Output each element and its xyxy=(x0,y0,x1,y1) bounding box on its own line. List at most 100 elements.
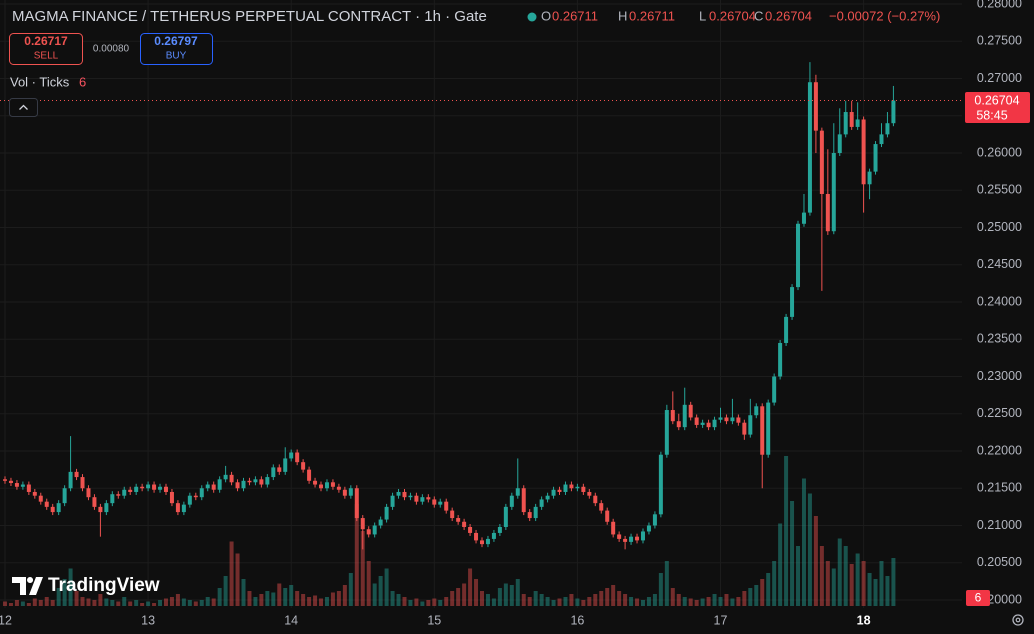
volume-bar xyxy=(360,531,365,606)
candle-body xyxy=(169,491,174,504)
volume-bar xyxy=(420,601,425,606)
x-tick-label: 17 xyxy=(714,613,728,627)
volume-bar xyxy=(384,568,389,606)
volume-bar xyxy=(515,579,520,606)
volume-bar xyxy=(372,583,377,606)
volume-bar xyxy=(265,591,270,606)
sell-label[interactable]: SELL xyxy=(34,51,59,62)
collapse-box[interactable] xyxy=(9,98,38,117)
candle-body xyxy=(44,501,49,507)
volume-bar xyxy=(790,501,795,606)
settings-icon-center[interactable] xyxy=(1015,617,1021,623)
volume-bar xyxy=(277,583,282,606)
volume-bar xyxy=(414,598,419,606)
candle-body xyxy=(819,130,824,194)
candle-body xyxy=(38,495,43,502)
candle-body xyxy=(599,503,604,511)
candle-body xyxy=(396,491,401,496)
volume-bar xyxy=(688,598,693,606)
buy-price[interactable]: 0.26797 xyxy=(154,34,198,48)
candle-body xyxy=(450,510,455,519)
settings-icon[interactable] xyxy=(1012,614,1024,626)
candle-body xyxy=(468,526,473,533)
sell-price[interactable]: 0.26717 xyxy=(24,34,68,48)
candle-body xyxy=(456,518,461,522)
candle-body xyxy=(462,521,467,527)
volume-bar xyxy=(605,588,610,606)
candle-body xyxy=(80,477,85,489)
volume-bar xyxy=(569,594,574,606)
settings-button[interactable] xyxy=(1012,614,1024,626)
candle-body xyxy=(533,506,538,519)
volume-bar xyxy=(557,598,562,606)
volume-bar xyxy=(837,538,842,606)
candle-body xyxy=(837,134,842,153)
candle-body xyxy=(778,342,783,377)
volume-bar xyxy=(301,594,306,606)
chevron-icon[interactable] xyxy=(19,104,28,110)
sell-button[interactable]: 0.26717 SELL xyxy=(9,33,83,65)
x-tick-label: 14 xyxy=(284,613,298,627)
candle-body xyxy=(283,458,288,472)
volume-bar xyxy=(319,598,324,606)
candle-body xyxy=(676,421,681,428)
candle-body xyxy=(617,534,622,539)
volume-bar xyxy=(122,597,127,606)
volume-bar xyxy=(259,594,264,606)
volume-bar xyxy=(485,594,490,606)
candle-body xyxy=(688,404,693,418)
candle-body xyxy=(635,536,640,541)
grid xyxy=(0,0,962,608)
y-tick-label: 0.25000 xyxy=(977,220,1022,234)
y-tick-label: 0.22500 xyxy=(977,406,1022,420)
candle-body xyxy=(623,538,628,542)
candle-body xyxy=(229,474,234,483)
candle-body xyxy=(205,484,210,489)
volume-bar xyxy=(50,600,55,606)
volume-bar xyxy=(175,594,180,606)
indicator-name: Vol · Ticks xyxy=(10,74,70,89)
collapse-button[interactable] xyxy=(9,98,38,117)
candle-body xyxy=(724,417,729,422)
volume-bars xyxy=(3,456,896,606)
buy-button[interactable]: 0.26797 BUY xyxy=(140,33,213,65)
volume-bar xyxy=(229,541,234,606)
candle-body xyxy=(211,484,216,490)
volume-bar xyxy=(104,598,109,606)
sell-box[interactable] xyxy=(9,33,83,65)
candle-body xyxy=(426,497,431,500)
candle-body xyxy=(247,480,252,483)
brand-name: TradingView xyxy=(48,575,160,596)
volume-bar xyxy=(796,546,801,606)
volume-bar xyxy=(158,600,163,606)
candle-body xyxy=(682,404,687,428)
volume-bar xyxy=(366,561,371,606)
volume-bar xyxy=(468,568,473,606)
candle-body xyxy=(569,484,574,489)
candle-body xyxy=(551,489,556,496)
buy-label[interactable]: BUY xyxy=(166,51,187,62)
volume-bar xyxy=(760,579,765,606)
volume-bar xyxy=(813,516,818,606)
candle-body xyxy=(557,489,562,492)
volume-bar xyxy=(86,598,91,606)
volume-bar xyxy=(295,591,300,606)
candle-body xyxy=(68,471,73,489)
candle-body xyxy=(20,484,25,487)
candle-body xyxy=(742,422,747,435)
candle-body xyxy=(330,482,335,487)
volume-bar xyxy=(205,597,210,606)
volume-bar xyxy=(503,583,508,606)
candle-body xyxy=(444,501,449,511)
y-tick-label: 0.24500 xyxy=(977,257,1022,271)
candle-body xyxy=(175,503,180,513)
volume-bar xyxy=(825,561,830,606)
volume-bar xyxy=(867,573,872,606)
volume-bar xyxy=(408,600,413,606)
y-tick-label: 0.20500 xyxy=(977,555,1022,569)
buy-box[interactable] xyxy=(140,33,213,65)
candle-body xyxy=(652,514,657,526)
volume-bar xyxy=(581,600,586,606)
volume-bar xyxy=(635,598,640,606)
candle-body xyxy=(122,489,127,496)
